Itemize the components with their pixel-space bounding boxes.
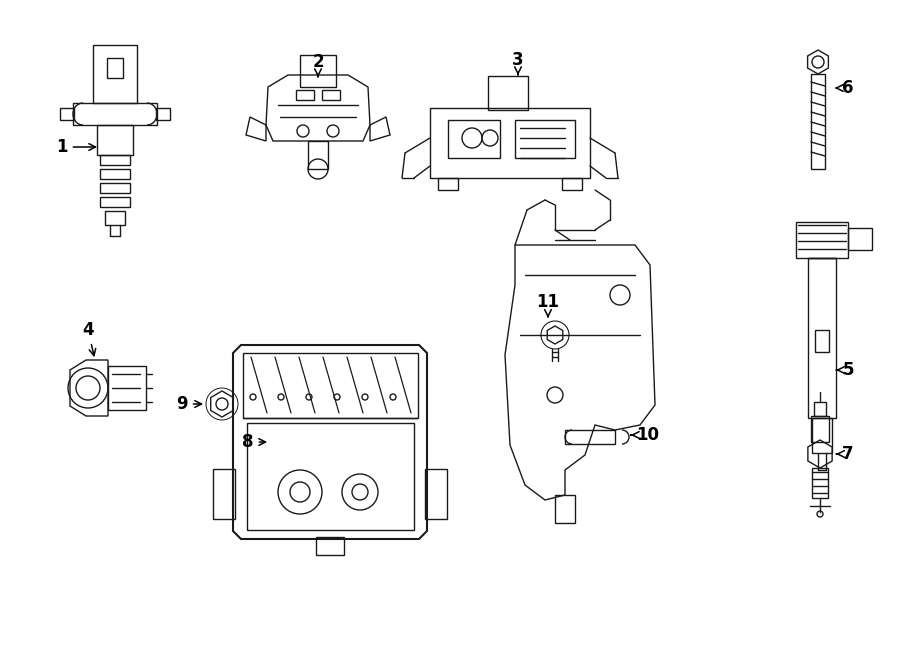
Bar <box>438 178 458 190</box>
Bar <box>848 228 872 250</box>
Text: 5: 5 <box>837 361 854 379</box>
Bar <box>213 469 235 519</box>
Bar <box>565 430 615 444</box>
Bar <box>815 330 829 352</box>
Bar <box>425 469 447 519</box>
Text: 10: 10 <box>631 426 660 444</box>
Bar <box>322 90 340 100</box>
Bar <box>814 402 826 416</box>
Bar <box>811 74 825 169</box>
Bar <box>488 76 528 110</box>
Bar <box>515 120 575 158</box>
Bar <box>562 178 582 190</box>
Bar <box>100 197 130 207</box>
Text: 3: 3 <box>512 51 524 75</box>
Bar <box>97 125 133 155</box>
Bar <box>100 169 130 179</box>
Text: 11: 11 <box>536 293 560 317</box>
Text: 6: 6 <box>836 79 854 97</box>
Bar <box>105 211 125 225</box>
Bar <box>107 58 123 78</box>
Bar <box>430 108 590 178</box>
Bar <box>60 108 74 120</box>
Bar <box>811 416 829 442</box>
Text: 8: 8 <box>242 433 266 451</box>
Text: 7: 7 <box>837 445 854 463</box>
Bar <box>296 90 314 100</box>
Bar <box>812 468 828 498</box>
Bar <box>812 418 832 453</box>
Bar <box>808 258 836 418</box>
Bar <box>316 537 344 555</box>
Bar <box>93 45 137 103</box>
Bar <box>796 222 848 258</box>
Bar <box>100 155 130 165</box>
Bar <box>308 141 328 169</box>
Bar <box>243 353 418 418</box>
Text: 2: 2 <box>312 53 324 77</box>
Bar <box>73 103 157 125</box>
Bar <box>448 120 500 158</box>
Bar <box>156 108 170 120</box>
Bar <box>247 423 414 530</box>
Bar <box>100 183 130 193</box>
Text: 4: 4 <box>82 321 95 356</box>
Bar <box>300 55 336 87</box>
Text: 1: 1 <box>56 138 95 156</box>
Bar <box>108 366 146 410</box>
Text: 9: 9 <box>176 395 202 413</box>
Bar <box>555 495 575 523</box>
